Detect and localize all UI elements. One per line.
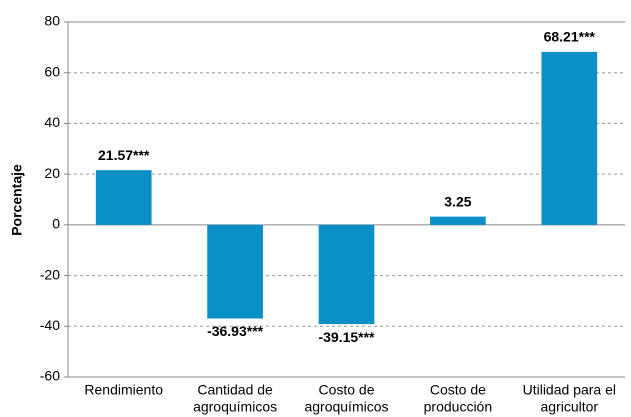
value-label: 21.57*** (98, 147, 150, 163)
value-label: -39.15*** (318, 329, 375, 345)
x-tick-label: Costo de (430, 382, 486, 398)
y-tick-label: 40 (44, 114, 60, 130)
x-tick-label: Utilidad para el (523, 382, 616, 398)
value-label: 3.25 (444, 193, 471, 209)
y-axis-label: Porcentaje (9, 164, 25, 236)
bar (430, 216, 486, 225)
x-tick-label: Rendimiento (84, 382, 163, 398)
y-tick-label: -20 (40, 266, 60, 282)
x-tick-label: agricultor (541, 399, 599, 415)
y-tick-label: -60 (40, 368, 60, 384)
y-tick-label: 80 (44, 13, 60, 29)
x-tick-label: producción (424, 399, 493, 415)
y-tick-label: 0 (52, 216, 60, 232)
value-label: -36.93*** (207, 323, 264, 339)
bar (318, 224, 375, 325)
x-tick-label: Cantidad de (197, 382, 273, 398)
x-tick-label: Costo de (318, 382, 374, 398)
y-tick-label: 60 (44, 63, 60, 79)
bar (207, 224, 263, 319)
y-tick-label: 20 (44, 165, 60, 181)
y-tick-label: -40 (40, 317, 60, 333)
bar (541, 51, 598, 225)
value-label: 68.21*** (544, 29, 596, 45)
x-tick-label: agroquímicos (304, 399, 388, 415)
x-tick-label: agroquímicos (193, 399, 277, 415)
bar (95, 170, 152, 225)
